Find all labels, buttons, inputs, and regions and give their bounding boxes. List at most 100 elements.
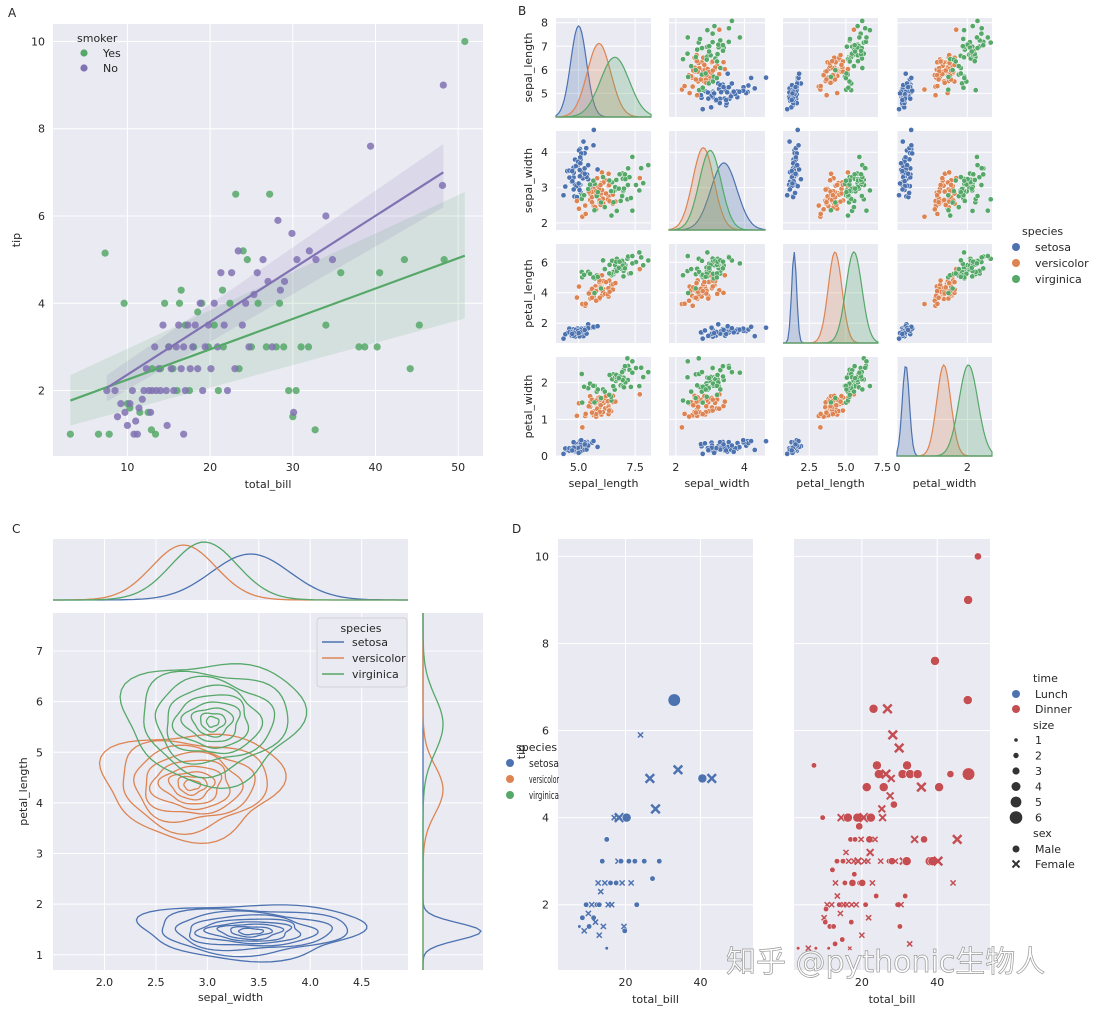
data-point-setosa [720,327,727,333]
data-point-virginica [843,177,849,184]
kde-contour-virginica [154,675,276,765]
data-point-virginica [720,258,726,265]
kde-contour-setosa [237,927,265,936]
legend-marker [1012,243,1020,251]
legend-entry: Yes [102,47,121,60]
data-point-virginica [863,207,870,214]
data-point-virginica [987,39,994,46]
data-point-virginica [613,208,620,214]
data-point-dinner-female [858,836,865,843]
data-point-virginica [601,266,608,272]
data-point-virginica [645,369,652,375]
data-point-versicolor [942,284,949,291]
legend-title: sex [1033,827,1052,840]
data-point-setosa [729,442,735,449]
legend-marker [506,759,514,767]
data-point-virginica [851,204,857,210]
data-point-virginica [867,27,873,34]
data-point-virginica [688,63,695,70]
data-point-lunch-female [619,879,626,887]
x-axis-label: total_bill [632,993,679,1006]
data-point-dinner-male [826,946,831,951]
data-point-yes [304,343,313,351]
data-point-dinner-female [871,836,879,843]
y-tick-label: 8 [38,123,45,136]
data-point-setosa [699,106,706,113]
x-axis-label: petal_width [913,477,977,490]
data-point-dinner-male [874,769,884,779]
data-point-virginica [949,199,956,206]
data-point-dinner-male [901,856,912,866]
x-tick-label: 5.0 [837,461,855,474]
data-point-lunch-female [588,901,595,908]
data-point-virginica [974,18,981,24]
data-point-dinner-male [963,595,973,605]
data-point-setosa [699,335,706,342]
data-point-lunch-female [706,773,717,784]
kde-virginica [783,251,879,344]
legend-marker [1013,752,1019,759]
data-point-virginica [695,355,702,362]
data-point-setosa [705,332,712,339]
data-point-no [111,386,119,395]
data-point-virginica [636,187,643,194]
data-point-dinner-male [813,946,818,951]
data-point-setosa [713,97,720,103]
data-point-yes [177,286,185,294]
data-point-setosa [578,437,585,444]
data-point-setosa [711,90,717,97]
legend-marker [506,775,514,783]
legend-marker [1012,845,1020,853]
data-point-setosa [575,450,582,456]
facet-axes-lunch [558,539,753,970]
data-point-virginica [692,67,699,73]
data-point-virginica [699,399,706,406]
data-point-virginica [714,51,721,57]
legend-title: size [1033,719,1055,732]
data-point-virginica [638,254,645,261]
data-point-dinner-female [805,945,812,952]
data-point-no [438,181,447,190]
data-point-virginica [598,395,604,401]
data-point-virginica [581,383,587,390]
data-point-no [184,321,192,329]
data-point-virginica [633,365,639,371]
data-point-dinner-female [843,901,850,908]
data-point-setosa [594,444,601,450]
data-point-versicolor [820,72,827,79]
data-point-versicolor [701,62,708,68]
data-point-virginica [685,290,691,296]
data-point-versicolor [599,169,605,176]
data-point-virginica [968,264,975,271]
data-point-yes [440,256,448,264]
x-axis-label: sepal_length [569,477,639,490]
data-point-virginica [961,249,967,256]
data-point-setosa [784,106,791,113]
data-point-yes [151,430,160,438]
data-point-setosa [572,163,579,169]
data-point-virginica [968,48,975,55]
data-point-versicolor [689,83,696,90]
data-point-virginica [961,27,967,34]
data-point-yes [94,430,103,438]
data-point-dinner-female [885,791,895,800]
y-axis-label: petal_length [522,259,535,327]
y-tick-label: 6 [541,256,548,269]
data-point-no [146,408,155,416]
data-point-virginica [859,18,866,24]
data-point-no [177,365,185,373]
data-point-virginica [856,369,863,376]
data-point-virginica [828,399,834,406]
data-point-virginica [945,86,952,93]
data-point-setosa [729,325,735,332]
data-point-virginica [720,42,726,49]
data-point-no [366,142,375,150]
data-point-setosa [577,160,584,167]
y-axis-label: petal_width [522,375,535,439]
regression-line-no [106,171,444,389]
panel-label: D [512,522,521,536]
data-point-setosa [724,70,731,77]
y-axis-label: tip [10,233,23,247]
data-point-dinner-female [878,813,887,822]
